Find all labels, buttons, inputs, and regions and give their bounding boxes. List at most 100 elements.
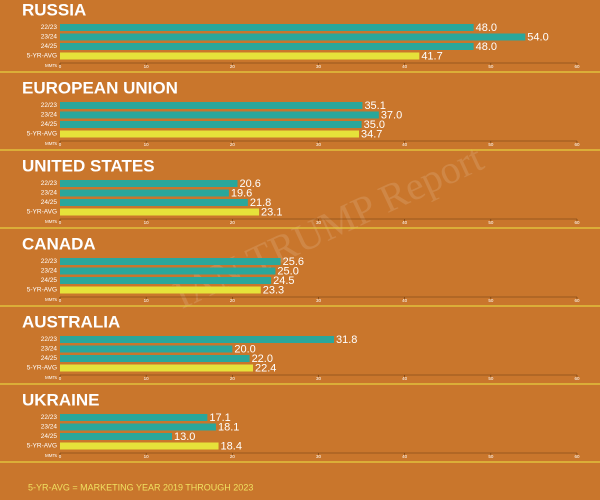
category-label: 24/25 [41, 433, 58, 440]
x-tick-label: 30 [316, 142, 322, 147]
bar [60, 364, 254, 372]
bar [60, 442, 219, 450]
x-tick-label: 40 [402, 376, 408, 381]
value-label: 34.7 [361, 128, 382, 140]
x-tick-label: 30 [316, 220, 322, 225]
bar [60, 33, 526, 41]
x-tick-label: 10 [144, 454, 150, 459]
category-label: 23/24 [41, 268, 58, 275]
x-tick-label: 60 [574, 298, 580, 303]
category-label: 5-YR-AVG [27, 209, 57, 216]
category-label: 24/25 [41, 199, 58, 206]
x-axis-label: MMTs [45, 63, 58, 68]
x-tick-label: 40 [402, 220, 408, 225]
x-tick-label: 0 [59, 298, 62, 303]
bar [60, 423, 216, 431]
x-tick-label: 50 [488, 454, 494, 459]
category-label: 23/24 [41, 190, 58, 197]
value-label: 20.0 [234, 343, 255, 355]
value-label: 18.1 [218, 421, 239, 433]
panel-title: UKRAINE [22, 390, 99, 409]
value-label: 23.3 [263, 284, 284, 296]
value-label: 21.8 [250, 197, 271, 209]
bar [60, 121, 362, 128]
x-axis-label: MMTs [45, 219, 58, 224]
x-tick-label: 10 [144, 220, 150, 225]
x-tick-label: 10 [144, 142, 150, 147]
bar [60, 102, 363, 109]
value-label: 17.1 [209, 412, 230, 424]
x-axis-label: MMTs [45, 453, 58, 458]
x-tick-label: 50 [488, 298, 494, 303]
category-label: 23/24 [41, 346, 58, 353]
bar [60, 189, 229, 197]
x-tick-label: 20 [230, 454, 236, 459]
value-label: 48.0 [476, 22, 497, 34]
x-tick-label: 40 [402, 64, 408, 69]
category-label: 23/24 [41, 34, 58, 41]
category-label: 22/23 [41, 102, 58, 109]
category-label: 22/23 [41, 180, 58, 187]
x-tick-label: 60 [574, 454, 580, 459]
bar [60, 277, 272, 284]
x-tick-label: 20 [230, 298, 236, 303]
value-label: 25.6 [283, 256, 304, 268]
x-tick-label: 0 [59, 454, 62, 459]
value-label: 41.7 [421, 50, 442, 62]
category-label: 23/24 [41, 112, 58, 119]
category-label: 24/25 [41, 355, 58, 362]
panel-title: UNITED STATES [22, 156, 155, 175]
x-tick-label: 30 [316, 64, 322, 69]
x-tick-label: 40 [402, 454, 408, 459]
x-tick-label: 60 [574, 64, 580, 69]
panel-title: CANADA [22, 234, 96, 253]
category-label: 24/25 [41, 43, 58, 50]
bar [60, 355, 250, 362]
x-tick-label: 30 [316, 376, 322, 381]
x-tick-label: 30 [316, 298, 322, 303]
value-label: 31.8 [336, 334, 357, 346]
bar [60, 199, 248, 206]
bar [60, 52, 420, 60]
category-label: 5-YR-AVG [27, 53, 57, 60]
value-label: 22.0 [252, 353, 273, 365]
x-tick-label: 10 [144, 298, 150, 303]
x-tick-label: 20 [230, 376, 236, 381]
x-tick-label: 0 [59, 142, 62, 147]
x-tick-label: 50 [488, 64, 494, 69]
value-label: 35.1 [364, 100, 385, 112]
x-tick-label: 10 [144, 376, 150, 381]
value-label: 13.0 [174, 431, 195, 443]
bar [60, 414, 208, 421]
value-label: 20.6 [240, 178, 261, 190]
footnote: 5-YR-AVG = MARKETING YEAR 2019 THROUGH 2… [28, 482, 253, 492]
x-tick-label: 10 [144, 64, 150, 69]
category-label: 22/23 [41, 414, 58, 421]
value-label: 25.0 [277, 265, 298, 277]
x-axis-label: MMTs [45, 375, 58, 380]
x-tick-label: 50 [488, 220, 494, 225]
x-tick-label: 60 [574, 376, 580, 381]
x-tick-label: 60 [574, 142, 580, 147]
value-label: 19.6 [231, 187, 252, 199]
category-label: 5-YR-AVG [27, 287, 57, 294]
value-label: 54.0 [527, 31, 548, 43]
bar [60, 111, 379, 119]
category-label: 22/23 [41, 336, 58, 343]
panel-title: EUROPEAN UNION [22, 78, 178, 97]
x-tick-label: 50 [488, 142, 494, 147]
category-label: 5-YR-AVG [27, 131, 57, 138]
x-tick-label: 30 [316, 454, 322, 459]
category-label: 24/25 [41, 277, 58, 284]
x-tick-label: 20 [230, 64, 236, 69]
bar [60, 336, 335, 343]
value-label: 24.5 [273, 275, 294, 287]
bar [60, 43, 474, 50]
value-label: 35.0 [364, 119, 385, 131]
category-label: 23/24 [41, 424, 58, 431]
x-axis-label: MMTs [45, 141, 58, 146]
category-label: 5-YR-AVG [27, 443, 57, 450]
bar [60, 208, 260, 216]
